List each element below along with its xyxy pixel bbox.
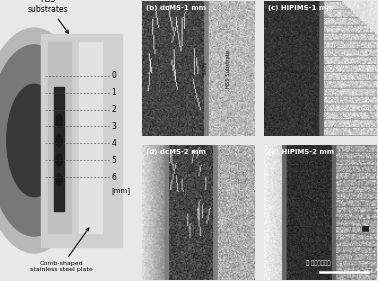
Bar — [41, 34, 122, 247]
Circle shape — [56, 154, 62, 166]
Text: (d) dcMS-2 mm: (d) dcMS-2 mm — [146, 149, 206, 155]
Text: 5: 5 — [112, 156, 116, 165]
Text: Comb-shaped
stainless steel plate: Comb-shaped stainless steel plate — [30, 228, 93, 272]
Text: HSS Substrate: HSS Substrate — [226, 50, 231, 88]
Text: (b) dcMS-1 mm: (b) dcMS-1 mm — [146, 5, 206, 12]
Text: 🔵 真空装备专家: 🔵 真空装备专家 — [307, 260, 331, 266]
Text: [mm]: [mm] — [112, 188, 130, 194]
Bar — [48, 42, 71, 233]
Circle shape — [0, 45, 80, 236]
Text: 3: 3 — [112, 122, 116, 131]
Text: 0: 0 — [112, 71, 116, 80]
Text: 4: 4 — [112, 139, 116, 148]
Bar — [79, 42, 102, 233]
Text: 6: 6 — [112, 173, 116, 182]
Bar — [54, 87, 64, 211]
Circle shape — [56, 174, 62, 186]
Circle shape — [7, 84, 61, 197]
Text: 1: 1 — [112, 88, 116, 97]
Circle shape — [56, 115, 62, 127]
Text: TiAlN: TiAlN — [203, 62, 208, 76]
Text: (c) HIPIMS-1 mm: (c) HIPIMS-1 mm — [268, 5, 334, 12]
Circle shape — [0, 28, 88, 253]
Text: 2: 2 — [112, 105, 116, 114]
Circle shape — [56, 134, 62, 147]
Text: HSS
substrates: HSS substrates — [27, 0, 68, 33]
Text: (e) HIPIMS-2 mm: (e) HIPIMS-2 mm — [268, 149, 334, 155]
